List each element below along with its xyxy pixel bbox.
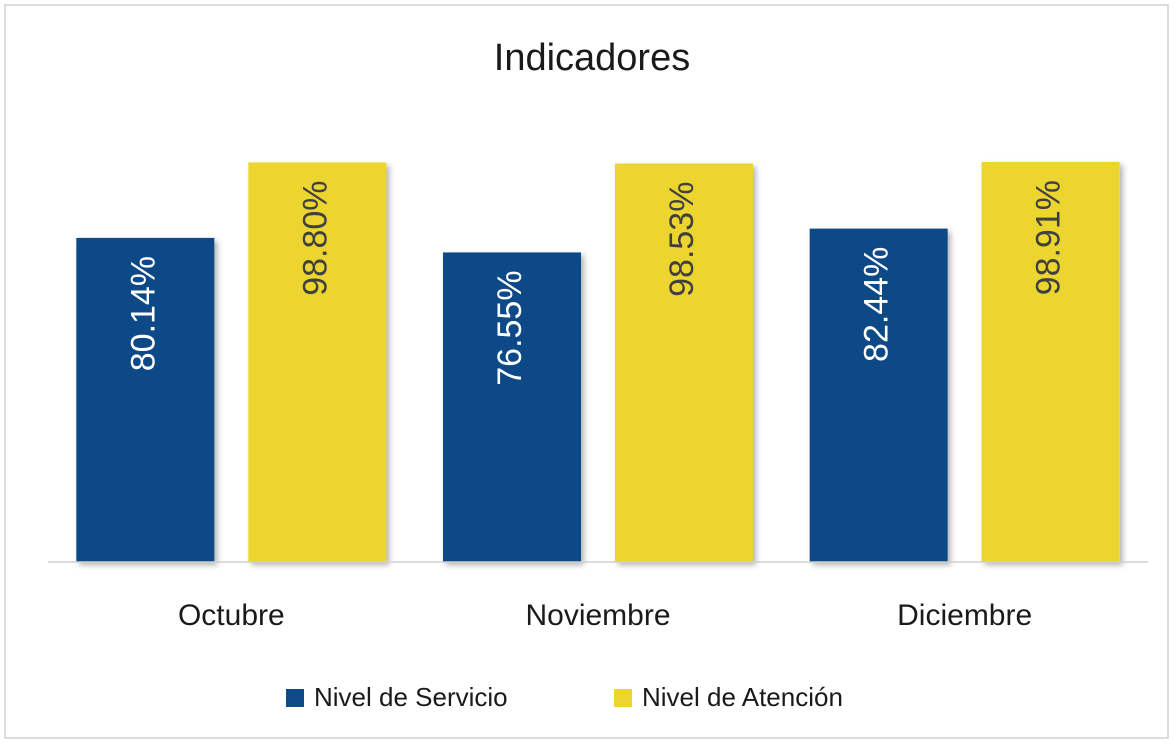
data-label: 82.44% — [858, 247, 896, 362]
data-label: 98.80% — [296, 180, 334, 295]
legend-swatch — [614, 689, 632, 707]
legend-label: Nivel de Atención — [642, 682, 843, 712]
data-label: 98.53% — [663, 182, 701, 297]
x-tick-label: Noviembre — [525, 599, 670, 632]
chart-title: Indicadores — [494, 37, 690, 79]
bar — [76, 237, 215, 562]
data-label: 76.55% — [491, 270, 529, 385]
data-label: 98.91% — [1030, 180, 1068, 295]
data-label: 80.14% — [124, 256, 162, 371]
bar — [248, 162, 387, 562]
bar — [809, 228, 948, 562]
legend-label: Nivel de Servicio — [314, 682, 508, 712]
bar — [443, 252, 581, 562]
x-tick-label: Octubre — [178, 599, 285, 632]
bar — [981, 162, 1120, 562]
x-tick-label: Diciembre — [897, 599, 1032, 632]
legend-swatch — [286, 689, 304, 707]
bar — [615, 163, 753, 562]
